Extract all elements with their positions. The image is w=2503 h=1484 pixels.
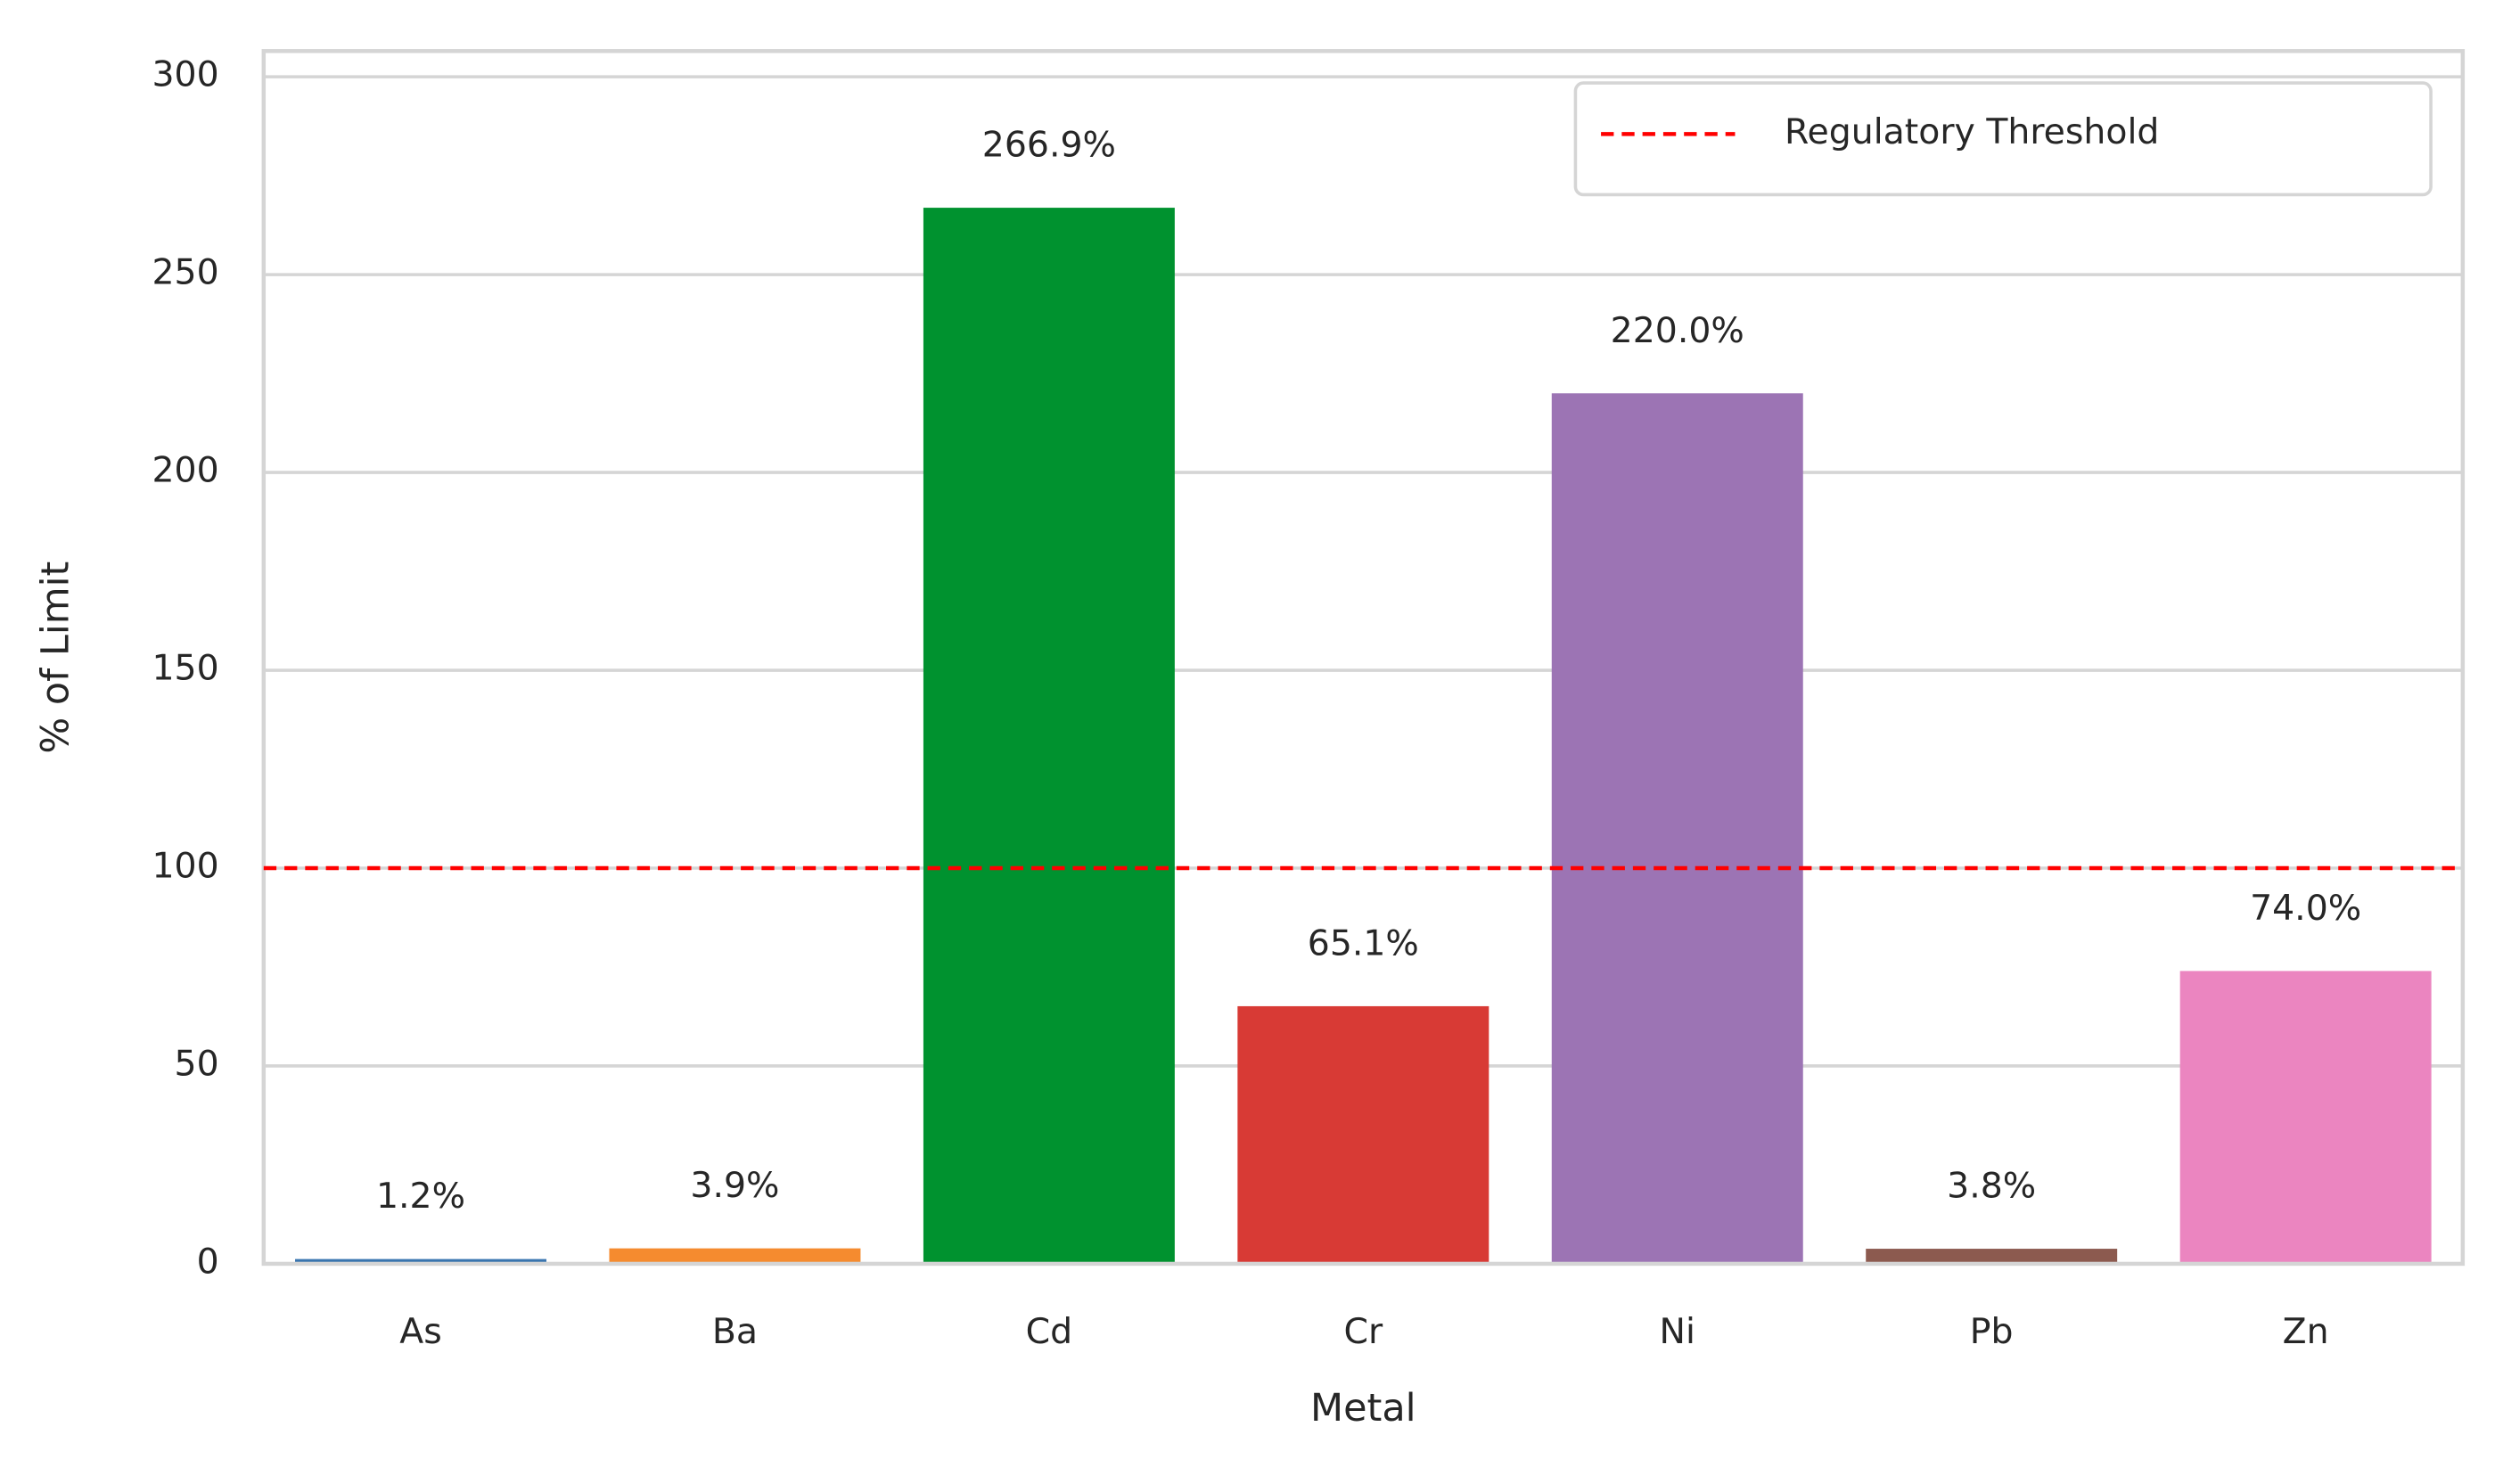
x-tick-label: Ba <box>712 1311 758 1352</box>
bar <box>923 208 1175 1264</box>
y-tick-label: 200 <box>152 450 219 491</box>
y-tick-label: 250 <box>152 252 219 293</box>
value-label: 1.2% <box>376 1176 465 1217</box>
value-label: 74.0% <box>2250 888 2361 929</box>
bar <box>1866 1249 2118 1264</box>
value-label: 3.8% <box>1947 1166 2036 1207</box>
x-tick-label: Cd <box>1026 1311 1073 1352</box>
x-tick-label: Ni <box>1660 1311 1695 1352</box>
y-tick-label: 100 <box>152 846 219 887</box>
bar <box>1551 393 1803 1264</box>
y-tick-label: 0 <box>197 1241 219 1282</box>
bar <box>609 1248 861 1264</box>
x-tick-label: Pb <box>1970 1311 2014 1352</box>
value-label: 220.0% <box>1611 310 1744 351</box>
x-tick-label: Cr <box>1343 1311 1383 1352</box>
x-tick-label: Zn <box>2283 1311 2329 1352</box>
y-tick-label: 150 <box>152 648 219 689</box>
bar <box>295 1259 546 1264</box>
x-axis-label: Metal <box>1310 1386 1416 1431</box>
legend-box <box>1573 81 2433 197</box>
y-tick-label: 50 <box>175 1043 219 1084</box>
value-label: 266.9% <box>982 125 1116 166</box>
x-tick-label: As <box>399 1311 441 1352</box>
y-tick-label: 300 <box>152 54 219 95</box>
value-label: 3.9% <box>690 1165 779 1206</box>
bar <box>2179 971 2432 1264</box>
bar <box>1237 1005 1489 1264</box>
y-axis-label: % of Limit <box>33 562 78 754</box>
value-label: 65.1% <box>1308 922 1419 963</box>
plot-frame <box>261 49 2466 1267</box>
legend-label: Regulatory Threshold <box>1785 111 2159 152</box>
